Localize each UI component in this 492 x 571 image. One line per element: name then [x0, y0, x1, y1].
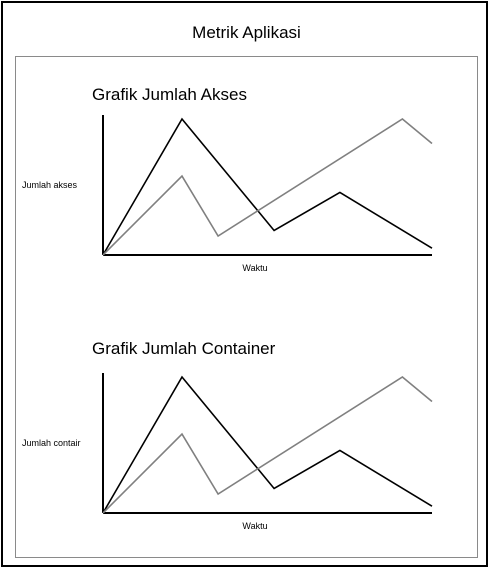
chart-title-container: Grafik Jumlah Container — [92, 339, 276, 358]
series-line-0 — [102, 375, 433, 514]
charts-panel — [15, 56, 478, 558]
series-line-1 — [102, 118, 433, 256]
ylabel-akses: Jumlah akses — [22, 180, 78, 190]
xlabel-akses: Waktu — [242, 263, 268, 273]
series-line-1 — [102, 376, 433, 514]
chart-container — [102, 373, 433, 514]
ylabel-container: Jumlah contair — [22, 438, 81, 448]
app-title: Metrik Aplikasi — [192, 23, 301, 42]
xlabel-container: Waktu — [242, 521, 268, 531]
chart-akses — [102, 115, 433, 256]
chart-title-akses: Grafik Jumlah Akses — [92, 85, 247, 104]
series-line-0 — [102, 117, 433, 256]
